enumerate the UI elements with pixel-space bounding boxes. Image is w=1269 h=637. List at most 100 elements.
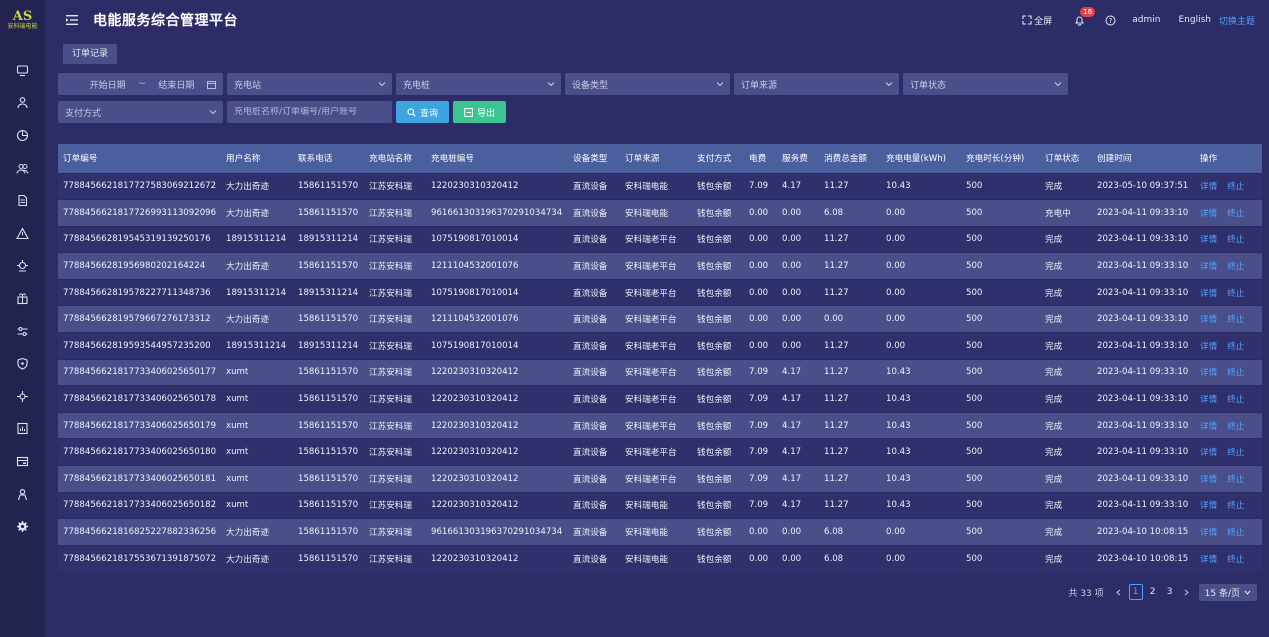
page-size-select[interactable]: 15 条/页 [1198,583,1257,601]
stop-link[interactable]: 终止 [1227,288,1245,299]
table-cell: 完成 [1040,518,1092,546]
table-cell: 安科瑞老平台 [620,438,692,466]
detail-link[interactable]: 详情 [1200,474,1218,485]
table-cell: 0.00 [777,305,819,333]
station-select[interactable]: 充电站 [227,73,392,95]
stop-link[interactable]: 终止 [1227,262,1245,273]
detail-link[interactable]: 详情 [1200,288,1218,299]
search-input[interactable] [234,107,385,117]
detail-link[interactable]: 详情 [1200,528,1218,539]
detail-link[interactable]: 详情 [1200,395,1218,406]
sidebar-item-9[interactable] [0,347,45,380]
export-button[interactable]: 导出 [453,101,506,123]
table-cell: 500 [961,332,1040,360]
sidebar-item-3[interactable] [0,152,45,185]
order-status-select[interactable]: 订单状态 [903,73,1068,95]
page-1-button[interactable]: 1 [1128,584,1143,600]
date-range-picker[interactable]: 开始日期 ~ 结束日期 [58,73,223,95]
menu-toggle-icon[interactable] [65,13,79,27]
sidebar-item-13[interactable] [0,478,45,511]
user-menu[interactable]: admin [1132,15,1161,25]
stop-link[interactable]: 终止 [1227,448,1245,459]
detail-link[interactable]: 详情 [1200,501,1218,512]
detail-link[interactable]: 详情 [1200,315,1218,326]
stop-link[interactable]: 终止 [1227,368,1245,379]
start-date-input[interactable]: 开始日期 [89,80,126,91]
detail-link[interactable]: 详情 [1200,448,1218,459]
table-cell: xumt [221,385,293,413]
table-cell: 6.08 [819,199,881,227]
device-type-select[interactable]: 设备类型 [565,73,730,95]
table-row: 7788456621817733406025650177 xumt 15861151… [58,358,1262,386]
table-cell: 7788456621817726993113092096 [58,199,221,227]
detail-link[interactable]: 详情 [1200,554,1218,565]
fullscreen-button[interactable]: 全屏 [1022,14,1052,27]
sidebar-item-14[interactable] [0,510,45,543]
table-row: 7788456621817733406025650182 xumt 15861151… [58,491,1262,519]
help-icon: ? [1105,15,1116,25]
sidebar-item-10[interactable] [0,380,45,413]
table-cell: 钱包余额 [692,438,744,466]
prev-page-button[interactable] [1112,584,1126,600]
table-cell: 1211104532001076 [426,252,568,280]
end-date-input[interactable]: 结束日期 [158,80,195,91]
stop-link[interactable]: 终止 [1227,235,1245,246]
stop-link[interactable]: 终止 [1227,395,1245,406]
page-3-button[interactable]: 3 [1166,587,1173,597]
sidebar-item-11[interactable] [0,413,45,446]
payment-method-select[interactable]: 支付方式 [58,101,223,123]
charger-icon [17,260,28,272]
detail-link[interactable]: 详情 [1200,182,1218,193]
table-cell: 直流设备 [568,252,620,280]
stop-link[interactable]: 终止 [1227,474,1245,485]
sidebar-item-2[interactable] [0,119,45,152]
stop-link[interactable]: 终止 [1227,554,1245,565]
row-actions: 详情 终止 [1195,465,1262,493]
detail-link[interactable]: 详情 [1200,341,1218,352]
table-cell: 15861151570 [293,465,364,493]
stop-link[interactable]: 终止 [1227,501,1245,512]
detail-link[interactable]: 详情 [1200,208,1218,219]
table-cell: 7.09 [744,411,777,439]
help-button[interactable]: ? [1105,15,1118,26]
sidebar-item-0[interactable] [0,54,45,87]
table-cell: 4.17 [777,411,819,439]
stop-link[interactable]: 终止 [1227,421,1245,432]
table-row: 7788456621817553671391875072 大力出奇迹 1586115… [58,544,1262,572]
order-source-select[interactable]: 订单来源 [734,73,899,95]
stop-link[interactable]: 终止 [1227,528,1245,539]
stop-link[interactable]: 终止 [1227,315,1245,326]
detail-link[interactable]: 详情 [1200,262,1218,273]
tab-order-records[interactable]: 订单记录 [63,44,118,64]
sidebar-item-1[interactable] [0,87,45,120]
detail-link[interactable]: 详情 [1200,368,1218,379]
next-page-button[interactable] [1180,584,1194,600]
table-cell: 0.00 [744,305,777,333]
table-cell: 完成 [1040,358,1092,386]
sidebar-item-5[interactable] [0,217,45,250]
chevron-down-icon [378,82,386,87]
language-switch[interactable]: English [1178,15,1211,25]
sidebar-item-8[interactable] [0,315,45,348]
table-cell: 15861151570 [293,518,364,546]
detail-link[interactable]: 详情 [1200,235,1218,246]
notifications-button[interactable]: 16 [1074,6,1096,26]
pile-select[interactable]: 充电桩 [396,73,561,95]
theme-switch[interactable]: 切换主题 [1218,16,1255,27]
stop-link[interactable]: 终止 [1227,341,1245,352]
table-cell: 500 [961,544,1040,572]
stop-link[interactable]: 终止 [1227,208,1245,219]
sidebar-item-7[interactable] [0,282,45,315]
sidebar-item-6[interactable] [0,250,45,283]
sidebar-item-12[interactable] [0,445,45,478]
notification-badge: 16 [1080,6,1096,17]
table-cell: 0.00 [744,252,777,280]
query-button[interactable]: 查询 [396,101,449,123]
page-2-button[interactable]: 2 [1149,587,1156,597]
settings-icon [17,521,28,533]
stop-link[interactable]: 终止 [1227,182,1245,193]
detail-link[interactable]: 详情 [1200,421,1218,432]
sidebar-item-4[interactable] [0,184,45,217]
table-cell: 2023-04-11 09:33:10 [1092,465,1195,493]
